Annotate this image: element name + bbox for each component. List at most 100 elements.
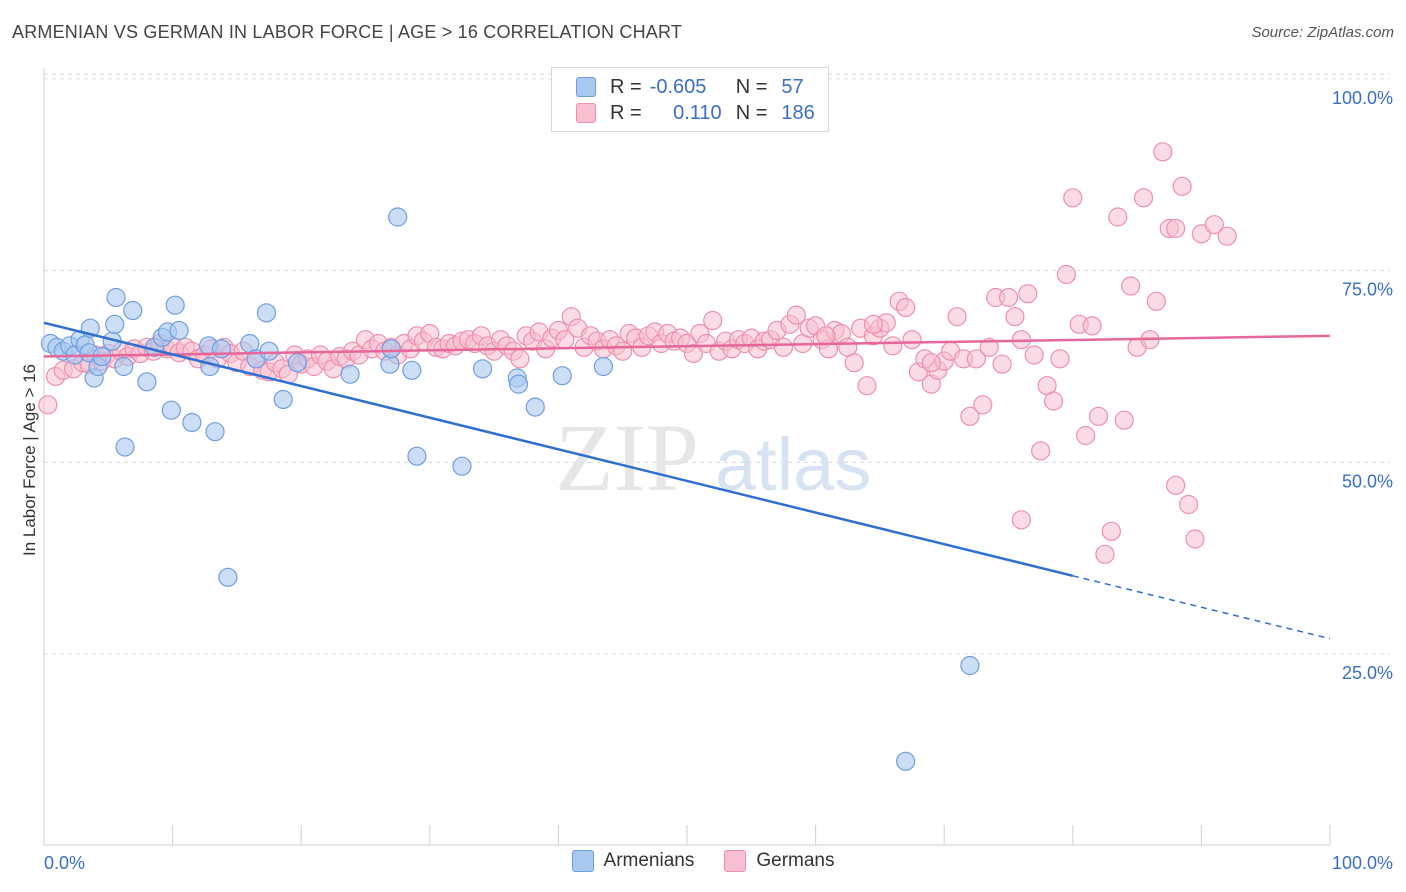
legend-label-armenians: Armenians [603, 850, 695, 871]
german-point [966, 349, 986, 369]
armenian-point [165, 295, 185, 315]
german-point [844, 353, 864, 373]
german-point [816, 326, 836, 346]
german-point [1082, 316, 1102, 336]
german-point [786, 305, 806, 325]
armenian-point [205, 422, 225, 442]
armenian-point [211, 339, 232, 359]
german-point [863, 314, 884, 334]
legend-n-label: N = [735, 101, 768, 124]
armenian-point [452, 456, 472, 476]
german-point [1011, 510, 1031, 530]
series-legend: Armenians Germans [0, 850, 1406, 872]
armenian-point [525, 397, 545, 417]
german-point [1185, 529, 1205, 549]
german-point [1166, 475, 1186, 495]
german-point [1063, 188, 1083, 208]
armenian-trendline-extension [1072, 575, 1331, 640]
german-point [1018, 284, 1038, 304]
german-point [773, 337, 794, 357]
german-points [38, 142, 1237, 564]
chart-title: ARMENIAN VS GERMAN IN LABOR FORCE | AGE … [12, 22, 683, 42]
german-point [1108, 207, 1128, 227]
armenian-point [123, 300, 143, 321]
trendlines [43, 321, 1331, 640]
x-tick-label: 100.0% [1332, 853, 1393, 873]
german-point [1153, 142, 1173, 162]
armenian-point [169, 320, 189, 341]
german-point [979, 337, 999, 357]
y-tick-label: 25.0% [1342, 663, 1393, 683]
axes [43, 68, 1331, 846]
german-swatch [576, 103, 596, 123]
armenian-point [472, 359, 493, 379]
correlation-legend: R = -0.605 N = 57 R = 0.110 N = 186 [551, 67, 829, 132]
armenian-point [105, 314, 125, 334]
armenian-point [182, 412, 202, 433]
legend-row-germans: R = 0.110 N = 186 [576, 100, 815, 126]
armenian-point [508, 374, 529, 394]
armenian-point [407, 446, 427, 466]
german-point [1172, 176, 1192, 196]
german-point [703, 310, 723, 331]
german-point [1101, 521, 1121, 541]
german-point [1166, 218, 1186, 239]
legend-item-armenians[interactable]: Armenians [571, 850, 695, 872]
german-point [1088, 406, 1109, 426]
german-point [973, 395, 993, 415]
german-swatch [724, 850, 747, 872]
armenian-point [218, 567, 238, 587]
armenian-point [896, 751, 916, 771]
legend-r-value: 0.110 [673, 101, 722, 124]
german-point [38, 395, 58, 415]
legend-label-germans: Germans [756, 850, 835, 871]
armenian-point [593, 356, 614, 377]
legend-row-armenians: R = -0.605 N = 57 [576, 74, 804, 100]
armenian-point [137, 372, 157, 392]
german-point [1146, 291, 1166, 311]
german-point [1024, 345, 1044, 365]
german-point [1133, 188, 1154, 208]
armenian-point [340, 364, 360, 384]
armenian-point [402, 360, 422, 380]
armenian-point [381, 339, 401, 359]
legend-n-value: 57 [781, 75, 804, 98]
armenian-swatch [571, 850, 594, 872]
german-point [1217, 226, 1237, 246]
german-point [947, 307, 967, 327]
german-point [883, 336, 903, 356]
y-tick-label: 100.0% [1332, 88, 1393, 108]
armenian-point [161, 400, 181, 420]
legend-n-label: N = [735, 75, 768, 98]
legend-r-label: R = [610, 75, 642, 98]
armenian-point [114, 356, 134, 377]
y-axis-label: In Labor Force | Age > 16 [20, 364, 39, 556]
german-point [960, 406, 980, 426]
legend-item-germans[interactable]: Germans [724, 850, 834, 872]
german-point [510, 349, 530, 369]
watermark: ZIP atlas [555, 404, 871, 511]
armenian-point [388, 207, 408, 227]
legend-n-value: 186 [781, 101, 815, 124]
german-point [1005, 307, 1025, 327]
armenian-point [273, 389, 293, 410]
german-point [1031, 441, 1051, 461]
german-point [1095, 544, 1115, 564]
german-point [1121, 276, 1141, 296]
watermark-atlas: atlas [715, 423, 871, 506]
german-point [896, 297, 916, 318]
y-tick-label: 50.0% [1342, 471, 1393, 491]
armenian-trendline [43, 321, 1074, 578]
armenian-point [200, 356, 220, 377]
german-point [1043, 391, 1064, 411]
german-point [921, 353, 941, 373]
german-point [998, 287, 1019, 308]
y-tick-label: 75.0% [1342, 280, 1393, 300]
source-label: Source: ZipAtlas.com [1251, 24, 1394, 41]
german-point [902, 330, 922, 350]
armenian-swatch [576, 77, 596, 97]
german-trendline [43, 334, 1331, 358]
armenian-point [552, 366, 572, 386]
armenian-point [115, 437, 135, 457]
